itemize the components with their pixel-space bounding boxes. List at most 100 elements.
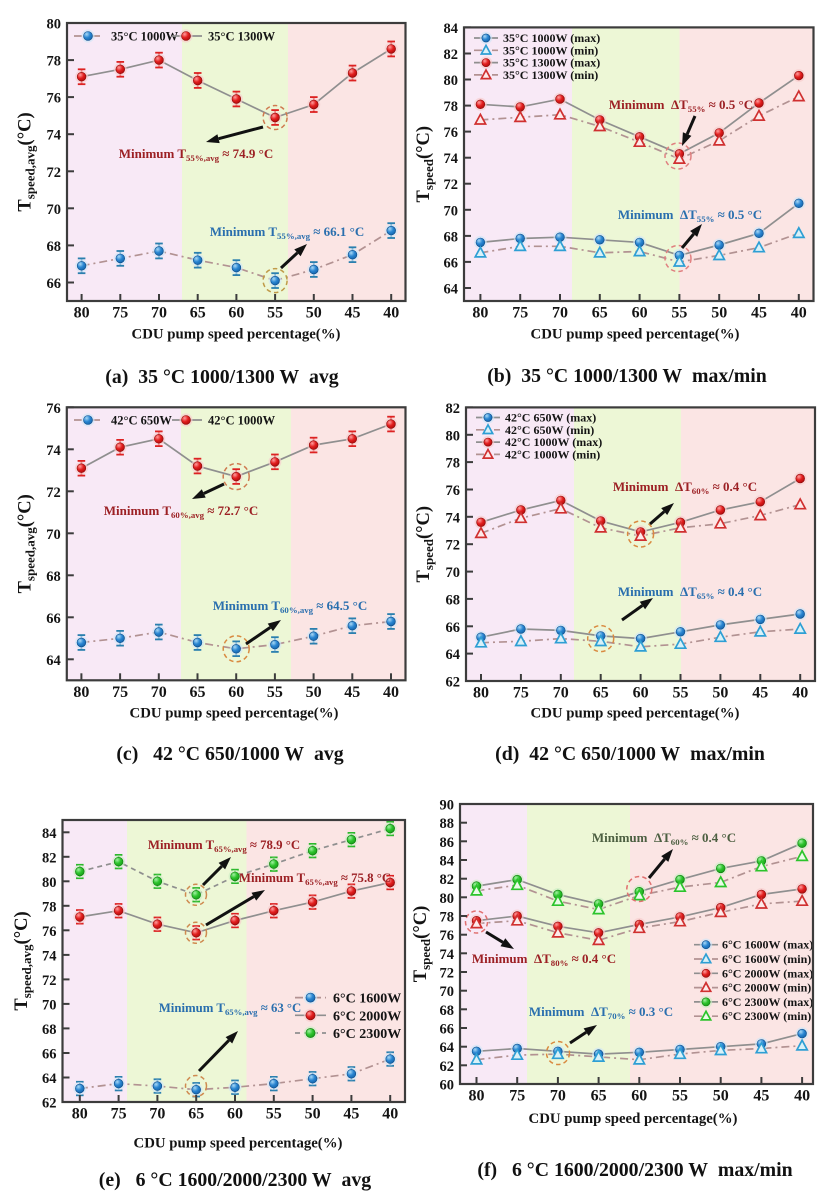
- svg-text:45: 45: [345, 305, 361, 322]
- svg-text:65: 65: [188, 1106, 204, 1123]
- svg-text:80: 80: [42, 875, 57, 891]
- svg-text:Minimum T60%,avg ≈ 72.7 °C: Minimum T60%,avg ≈ 72.7 °C: [104, 503, 259, 520]
- svg-text:82: 82: [446, 401, 461, 417]
- svg-text:70: 70: [444, 203, 459, 219]
- svg-text:60: 60: [227, 1106, 243, 1123]
- svg-text:62: 62: [42, 1096, 57, 1112]
- svg-text:CDU pump speed percentage(%): CDU pump speed percentage(%): [531, 327, 740, 343]
- svg-text:66: 66: [440, 1022, 455, 1038]
- svg-text:6°C 1600W (max): 6°C 1600W (max): [722, 938, 813, 952]
- svg-text:60: 60: [632, 305, 648, 322]
- svg-text:75: 75: [512, 305, 528, 322]
- svg-text:42°C 650W: 42°C 650W: [111, 414, 172, 428]
- svg-text:64: 64: [46, 653, 61, 669]
- svg-text:35°C 1300W (min): 35°C 1300W (min): [503, 68, 598, 82]
- svg-text:CDU pump speed percentage(%): CDU pump speed percentage(%): [130, 706, 339, 722]
- svg-text:Tspeed(°C): Tspeed(°C): [411, 906, 433, 983]
- svg-text:76: 76: [440, 928, 455, 944]
- svg-text:76: 76: [47, 91, 62, 107]
- svg-text:78: 78: [444, 99, 459, 115]
- svg-text:72: 72: [42, 973, 57, 989]
- svg-text:(a) 35 °C 1000/1300 W avg: (a) 35 °C 1000/1300 W avg: [105, 366, 338, 388]
- svg-text:50: 50: [306, 305, 322, 322]
- svg-text:70: 70: [47, 202, 62, 218]
- svg-text:35°C 1000W (max): 35°C 1000W (max): [503, 31, 600, 45]
- svg-text:70: 70: [42, 997, 57, 1013]
- svg-text:80: 80: [444, 73, 459, 89]
- svg-text:Minimum T55%,avg ≈ 66.1 °C: Minimum T55%,avg ≈ 66.1 °C: [210, 224, 365, 241]
- svg-text:65: 65: [190, 684, 206, 701]
- svg-text:Minimum ΔT55% ≈ 0.5 °C: Minimum ΔT55% ≈ 0.5 °C: [618, 207, 762, 224]
- svg-text:75: 75: [112, 305, 128, 322]
- svg-text:75: 75: [111, 1106, 127, 1123]
- svg-text:70: 70: [46, 527, 61, 543]
- svg-text:68: 68: [444, 229, 459, 245]
- svg-text:82: 82: [444, 47, 459, 63]
- svg-text:84: 84: [444, 21, 459, 37]
- svg-text:70: 70: [149, 1106, 165, 1123]
- svg-text:70: 70: [446, 565, 461, 581]
- svg-text:Minimum ΔT60% ≈ 0.4 °C: Minimum ΔT60% ≈ 0.4 °C: [613, 479, 757, 496]
- svg-text:66: 66: [47, 276, 62, 292]
- svg-text:66: 66: [46, 611, 61, 627]
- svg-text:72: 72: [444, 177, 459, 193]
- svg-text:(e) 6 °C 1600/2000/2300 W a: (e) 6 °C 1600/2000/2300 W avg: [99, 1169, 371, 1191]
- svg-text:CDU pump speed percentage(%): CDU pump speed percentage(%): [529, 1111, 738, 1127]
- svg-text:70: 70: [552, 305, 568, 322]
- svg-text:(c) 42 °C 650/1000 W avg: (c) 42 °C 650/1000 W avg: [116, 743, 343, 765]
- svg-text:45: 45: [343, 1106, 359, 1123]
- svg-text:80: 80: [446, 428, 461, 444]
- svg-text:70: 70: [553, 685, 569, 702]
- svg-text:90: 90: [440, 798, 455, 814]
- svg-text:66: 66: [42, 1047, 57, 1063]
- svg-text:Minimum T65%,avg ≈ 78.9 °C: Minimum T65%,avg ≈ 78.9 °C: [148, 838, 300, 854]
- svg-text:60: 60: [633, 685, 649, 702]
- svg-text:Minimum ΔT55% ≈ 0.5 °C: Minimum ΔT55% ≈ 0.5 °C: [609, 97, 753, 114]
- svg-text:64: 64: [446, 647, 461, 663]
- svg-text:55: 55: [267, 305, 283, 322]
- svg-text:6°C 2000W (min): 6°C 2000W (min): [722, 981, 811, 995]
- svg-text:74: 74: [446, 510, 461, 526]
- svg-text:60: 60: [228, 305, 244, 322]
- svg-text:45: 45: [344, 684, 360, 701]
- svg-text:42°C 1000W: 42°C 1000W: [208, 414, 276, 428]
- svg-text:65: 65: [593, 685, 609, 702]
- svg-text:40: 40: [791, 305, 807, 322]
- svg-text:66: 66: [446, 620, 461, 636]
- svg-text:62: 62: [440, 1059, 455, 1075]
- svg-text:74: 74: [46, 443, 61, 459]
- svg-text:Tspeed,avg(°C): Tspeed,avg(°C): [16, 494, 38, 593]
- svg-text:6°C 1600W (min): 6°C 1600W (min): [722, 952, 811, 966]
- svg-text:76: 76: [42, 924, 57, 940]
- svg-text:35°C 1000W: 35°C 1000W: [111, 30, 179, 44]
- svg-text:74: 74: [47, 128, 62, 144]
- svg-text:45: 45: [753, 1088, 769, 1105]
- svg-text:6°C 1600W: 6°C 1600W: [333, 992, 401, 1007]
- svg-text:55: 55: [673, 685, 689, 702]
- svg-text:CDU pump speed percentage(%): CDU pump speed percentage(%): [132, 327, 341, 343]
- svg-text:84: 84: [42, 826, 57, 842]
- svg-text:55: 55: [672, 1088, 688, 1105]
- svg-text:78: 78: [440, 910, 455, 926]
- svg-text:78: 78: [42, 899, 57, 915]
- svg-text:Minimum T60%,avg ≈ 64.5 °C: Minimum T60%,avg ≈ 64.5 °C: [213, 598, 368, 615]
- svg-text:55: 55: [671, 305, 687, 322]
- svg-text:65: 65: [190, 305, 206, 322]
- svg-text:78: 78: [47, 54, 62, 70]
- svg-text:72: 72: [440, 966, 455, 982]
- svg-text:80: 80: [73, 684, 89, 701]
- svg-text:80: 80: [469, 1088, 485, 1105]
- svg-text:6°C 2300W: 6°C 2300W: [333, 1027, 401, 1042]
- svg-text:Minimum T55%,avg ≈ 74.9 °C: Minimum T55%,avg ≈ 74.9 °C: [119, 146, 274, 163]
- svg-text:40: 40: [792, 685, 808, 702]
- svg-text:Minimum ΔT60% ≈ 0.4 °C: Minimum ΔT60% ≈ 0.4 °C: [592, 830, 736, 847]
- svg-text:(d) 42 °C 650/1000 W max/min: (d) 42 °C 650/1000 W max/min: [495, 743, 765, 765]
- svg-text:62: 62: [446, 675, 461, 691]
- svg-text:40: 40: [794, 1088, 810, 1105]
- svg-text:78: 78: [446, 456, 461, 472]
- svg-text:68: 68: [446, 592, 461, 608]
- svg-text:60: 60: [228, 684, 244, 701]
- svg-text:88: 88: [440, 816, 455, 832]
- svg-text:42°C 650W (max): 42°C 650W (max): [505, 411, 596, 425]
- svg-text:55: 55: [267, 684, 283, 701]
